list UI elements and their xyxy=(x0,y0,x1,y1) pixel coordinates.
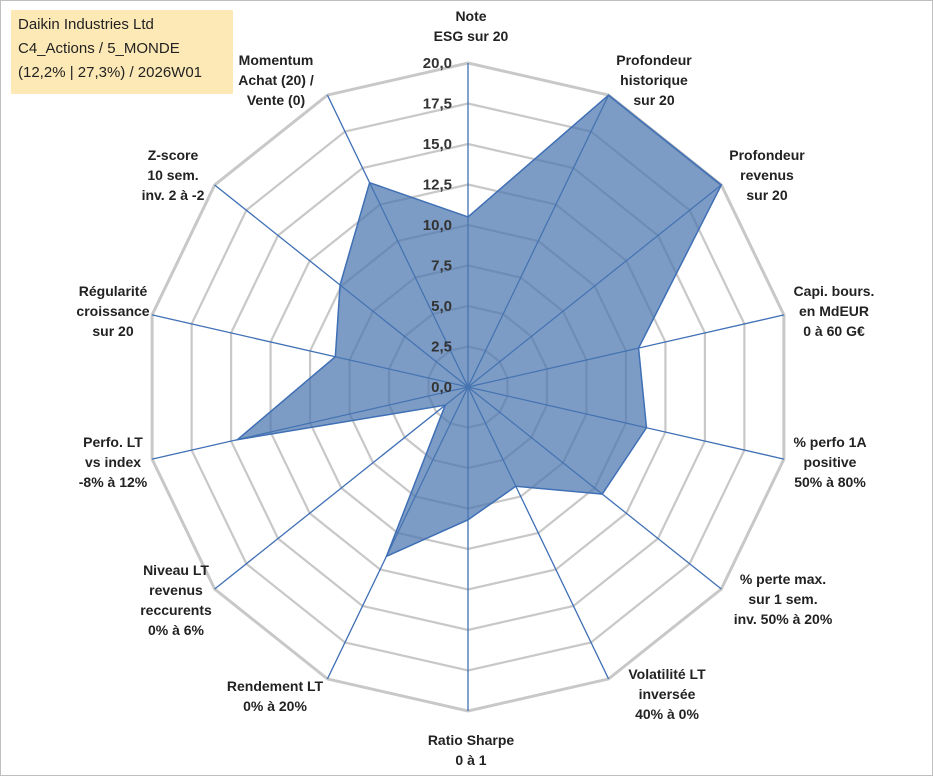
axis-label-line: Rendement LT xyxy=(227,678,324,694)
axis-label-line: Vente (0) xyxy=(247,92,305,108)
axis-label-12: Z-score 10 sem. inv. 2 à -2 xyxy=(142,147,205,203)
axis-label-3: Capi. bours. en MdEUR 0 à 60 G€ xyxy=(794,283,875,339)
axis-label-line: Ratio Sharpe xyxy=(428,732,515,748)
tick-label-4: 10,0 xyxy=(423,217,452,234)
category-label: C4_Actions / 5_MONDE xyxy=(18,37,233,61)
axis-label-6: Volatilité LT inversée 40% à 0% xyxy=(628,666,706,722)
axis-label-line: en MdEUR xyxy=(799,303,869,319)
axis-label-line: sur 20 xyxy=(746,187,787,203)
tick-label-6: 15,0 xyxy=(423,136,452,153)
axis-label-line: Profondeur xyxy=(616,52,692,68)
axis-label-line: revenus xyxy=(740,167,794,183)
axis-label-line: croissance xyxy=(76,303,149,319)
axis-label-line: Momentum xyxy=(239,52,314,68)
axis-label-line: 0% à 6% xyxy=(148,622,205,638)
series-area xyxy=(237,95,721,556)
axis-label-line: 40% à 0% xyxy=(635,706,699,722)
axis-label-line: ESG sur 20 xyxy=(434,28,509,44)
axis-label-line: 0% à 20% xyxy=(243,698,307,714)
axis-label-line: 0 à 1 xyxy=(455,752,486,768)
axis-label-line: % perte max. xyxy=(740,571,826,587)
series xyxy=(237,95,721,556)
stats-label: (12,2% | 27,3%) / 2026W01 xyxy=(18,61,233,85)
axis-label-line: 50% à 80% xyxy=(794,474,866,490)
axis-label-line: inv. 2 à -2 xyxy=(142,187,205,203)
company-name: Daikin Industries Ltd xyxy=(18,13,233,37)
axis-label-9: Niveau LT revenus reccurents 0% à 6% xyxy=(140,562,212,638)
axis-label-line: Profondeur xyxy=(729,147,805,163)
axis-label-line: Régularité xyxy=(79,283,148,299)
axis-label-line: reccurents xyxy=(140,602,212,618)
axis-label-line: positive xyxy=(804,454,857,470)
axis-label-line: 0 à 60 G€ xyxy=(803,323,865,339)
axis-label-1: Profondeur historique sur 20 xyxy=(616,52,692,108)
axis-label-line: inv. 50% à 20% xyxy=(734,611,833,627)
axis-label-line: sur 20 xyxy=(633,92,674,108)
axis-label-line: historique xyxy=(620,72,688,88)
axis-label-line: vs index xyxy=(85,454,141,470)
axis-label-line: sur 20 xyxy=(92,323,133,339)
axis-label-line: Niveau LT xyxy=(143,562,209,578)
tick-label-2: 5,0 xyxy=(431,298,452,315)
axis-label-8: Rendement LT 0% à 20% xyxy=(227,678,324,714)
axis-label-line: Achat (20) / xyxy=(238,72,314,88)
tick-label-7: 17,5 xyxy=(423,96,452,113)
tick-label-1: 2,5 xyxy=(431,339,452,356)
axis-label-10: Perfo. LT vs index -8% à 12% xyxy=(79,434,148,490)
tick-label-3: 7,5 xyxy=(431,258,452,275)
axis-label-line: 10 sem. xyxy=(147,167,198,183)
axis-label-line: Capi. bours. xyxy=(794,283,875,299)
axis-label-line: sur 1 sem. xyxy=(748,591,817,607)
axis-label-line: -8% à 12% xyxy=(79,474,148,490)
tick-label-0: 0,0 xyxy=(431,379,452,396)
axis-label-line: Perfo. LT xyxy=(83,434,143,450)
axis-label-line: Note xyxy=(455,8,486,24)
axis-label-line: inversée xyxy=(639,686,696,702)
axis-label-2: Profondeur revenus sur 20 xyxy=(729,147,805,203)
axis-label-7: Ratio Sharpe 0 à 1 xyxy=(428,732,515,768)
axis-label-line: Volatilité LT xyxy=(628,666,706,682)
tick-label-8: 20,0 xyxy=(423,55,452,72)
axis-label-line: Z-score xyxy=(148,147,199,163)
info-box: Daikin Industries Ltd C4_Actions / 5_MON… xyxy=(11,10,233,94)
axis-label-4: % perfo 1A positive 50% à 80% xyxy=(793,434,866,490)
axis-label-line: % perfo 1A xyxy=(793,434,866,450)
axis-label-11: Régularité croissance sur 20 xyxy=(76,283,149,339)
axis-label-5: % perte max. sur 1 sem. inv. 50% à 20% xyxy=(734,571,833,627)
axis-label-line: revenus xyxy=(149,582,203,598)
axis-label-0: Note ESG sur 20 xyxy=(434,8,509,44)
tick-label-5: 12,5 xyxy=(423,177,452,194)
axis-label-13: Momentum Achat (20) / Vente (0) xyxy=(238,52,314,108)
